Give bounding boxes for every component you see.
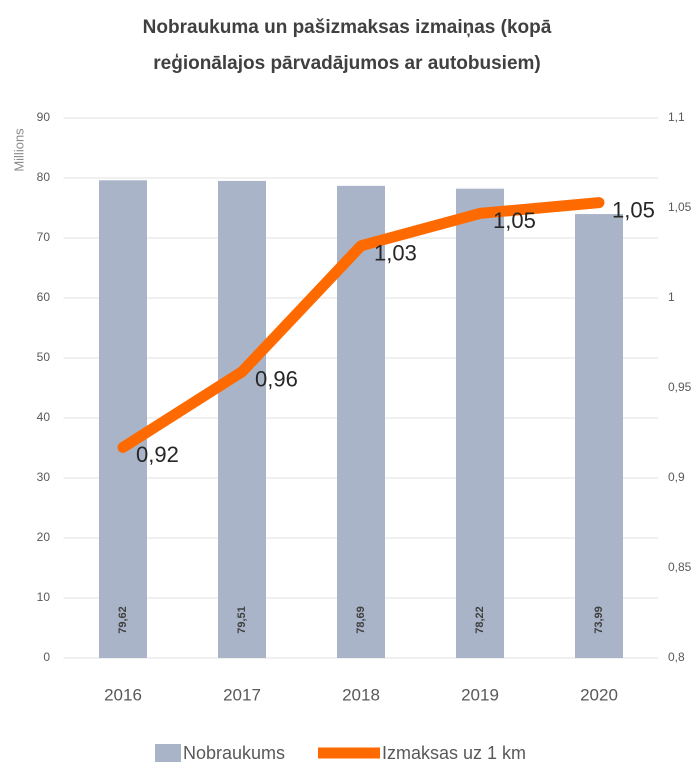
y-tick-label: 70	[37, 230, 51, 244]
line	[117, 197, 605, 453]
x-tick-label: 2017	[223, 685, 261, 704]
x-tick-label: 2019	[461, 685, 499, 704]
y2-tick-label: 1,1	[668, 110, 685, 124]
chart-title: Nobraukuma un pašizmaksas izmaiņas (kopā	[143, 17, 552, 38]
y2-tick-label: 0,85	[668, 560, 692, 574]
bar	[99, 180, 147, 658]
x-tick-label: 2020	[580, 685, 618, 704]
line-value-label: 0,96	[255, 367, 298, 392]
y2-tick-label: 0,8	[668, 650, 685, 664]
y-tick-label: 40	[37, 410, 51, 424]
y-tick-label: 50	[37, 350, 51, 364]
y-tick-label: 80	[37, 170, 51, 184]
bar-value-label: 79,51	[236, 606, 248, 634]
line-value-label: 1,03	[374, 241, 417, 266]
legend-swatch	[155, 744, 181, 762]
chart-subtitle: reģionālajos pārvadājumos ar autobusiem)	[153, 53, 541, 74]
y2-tick-label: 0,95	[668, 380, 692, 394]
bar-value-label: 78,69	[355, 606, 367, 634]
y-tick-label: 0	[43, 650, 50, 664]
legend-label: Izmaksas uz 1 km	[382, 743, 526, 763]
legend-label: Nobraukums	[183, 743, 285, 763]
line-value-label: 0,92	[136, 442, 179, 467]
y-tick-label: 10	[37, 590, 51, 604]
y-tick-label: 20	[37, 530, 51, 544]
bar-value-label: 79,62	[117, 606, 129, 634]
x-tick-label: 2016	[104, 685, 142, 704]
line-value-label: 1,05	[493, 208, 536, 233]
x-tick-label: 2018	[342, 685, 380, 704]
y-tick-label: 90	[37, 110, 51, 124]
bar	[218, 180, 266, 658]
y2-tick-label: 1	[668, 290, 675, 304]
y2-tick-label: 0,9	[668, 470, 685, 484]
y-axis-label: Millions	[11, 128, 26, 172]
bar	[456, 188, 504, 658]
bar	[575, 214, 623, 658]
bar-value-label: 78,22	[474, 606, 486, 634]
y2-tick-label: 1,05	[668, 200, 692, 214]
y-tick-label: 60	[37, 290, 51, 304]
line-value-label: 1,05	[612, 197, 655, 222]
bar-value-label: 73,99	[593, 606, 605, 634]
y-tick-label: 30	[37, 470, 51, 484]
